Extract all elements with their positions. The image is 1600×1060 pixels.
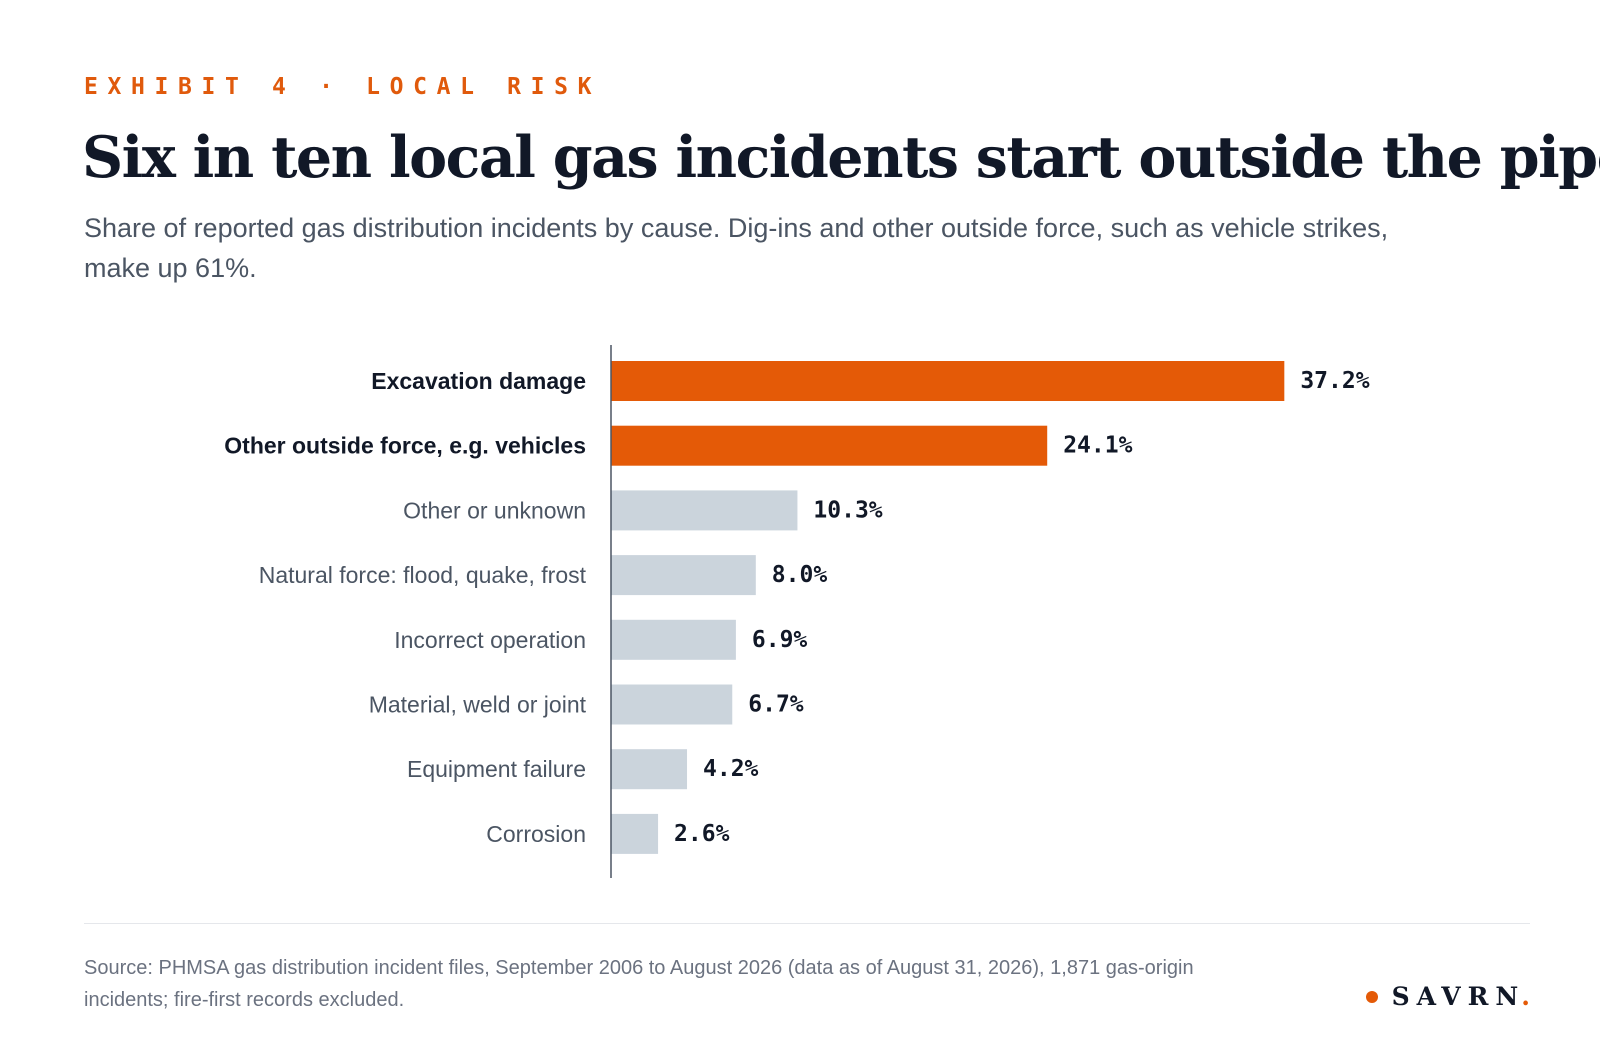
value-label: 24.1% bbox=[1063, 433, 1132, 459]
category-label: Other outside force, e.g. vehicles bbox=[224, 433, 586, 459]
category-label: Excavation damage bbox=[371, 368, 586, 394]
bar bbox=[611, 361, 1285, 401]
chart-subtitle: Share of reported gas distribution incid… bbox=[84, 213, 1389, 283]
bullet-dot-icon bbox=[1365, 990, 1378, 1003]
value-label: 10.3% bbox=[813, 497, 882, 523]
value-label: 8.0% bbox=[772, 562, 828, 588]
bar bbox=[611, 619, 736, 660]
bar bbox=[611, 555, 756, 596]
category-label: Other or unknown bbox=[403, 497, 586, 523]
category-label: Natural force: flood, quake, frost bbox=[259, 562, 587, 588]
source-note: Source: PHMSA gas distribution incident … bbox=[84, 957, 1194, 1011]
footer-divider bbox=[84, 923, 1530, 924]
category-label: Corrosion bbox=[486, 821, 586, 847]
value-label: 6.7% bbox=[748, 692, 804, 718]
bar bbox=[611, 684, 733, 725]
bar bbox=[611, 749, 688, 790]
category-label: Material, weld or joint bbox=[369, 692, 587, 718]
chart-title: Six in ten local gas incidents start out… bbox=[82, 124, 1600, 191]
value-label: 4.2% bbox=[703, 756, 759, 782]
value-label: 2.6% bbox=[674, 821, 730, 847]
bar bbox=[611, 813, 659, 854]
value-label: 37.2% bbox=[1300, 368, 1369, 394]
brand-period: . bbox=[1521, 982, 1530, 1011]
bar-chart: Excavation damage 37.2% Other outside forc… bbox=[224, 345, 1370, 878]
eyebrow-label: EXHIBIT 4 · LOCAL RISK bbox=[84, 74, 602, 100]
category-label: Equipment failure bbox=[407, 756, 586, 782]
brand-logo: SAVRN . bbox=[1365, 982, 1530, 1011]
brand-name: SAVRN bbox=[1391, 982, 1526, 1011]
bar bbox=[611, 490, 798, 531]
bar bbox=[611, 425, 1048, 466]
category-label: Incorrect operation bbox=[394, 627, 586, 653]
value-label: 6.9% bbox=[752, 627, 808, 653]
